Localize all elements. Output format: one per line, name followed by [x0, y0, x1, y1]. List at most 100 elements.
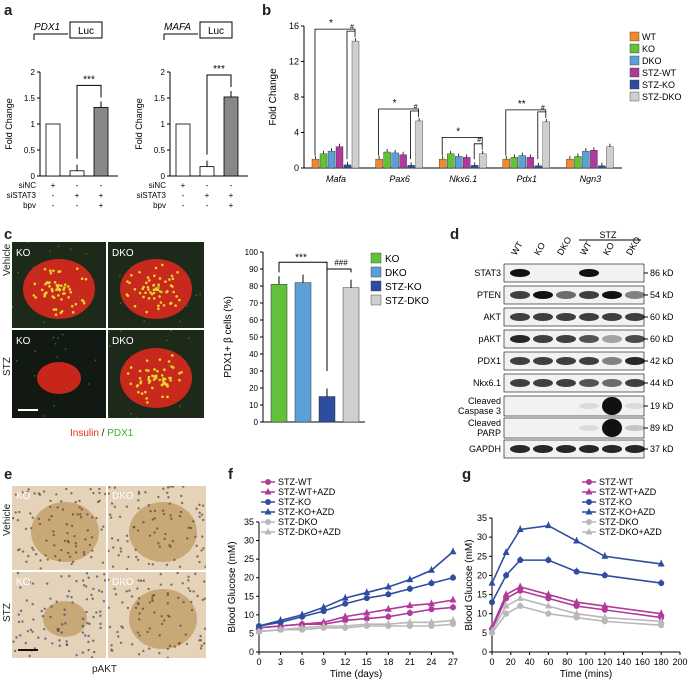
nucleus — [98, 487, 101, 491]
nucleus — [187, 587, 190, 590]
blot-band — [579, 445, 599, 453]
background-speck — [186, 305, 189, 307]
data-point — [517, 557, 524, 564]
micrograph-svg: KO — [11, 241, 95, 323]
row-value: + — [181, 181, 186, 190]
legend-label: STZ-KO — [385, 282, 422, 293]
pdx1-nucleus — [178, 298, 181, 302]
pdx1-nucleus — [52, 308, 56, 311]
nucleus — [98, 491, 101, 495]
nucleus — [158, 634, 161, 637]
legend-label: DKO — [385, 268, 407, 279]
bar — [590, 150, 598, 169]
panel-label-e: e — [4, 466, 13, 483]
nucleus — [80, 508, 84, 511]
data-point — [406, 601, 414, 609]
nucleus — [79, 515, 83, 519]
nucleus — [85, 610, 88, 614]
background-speck — [108, 331, 111, 333]
background-speck — [36, 272, 39, 274]
nucleus — [95, 611, 98, 614]
blot-band — [602, 313, 622, 321]
nucleus — [136, 587, 139, 590]
y-tick-label: 100 — [245, 248, 259, 257]
pdx1-nucleus — [145, 310, 149, 314]
blot-band — [625, 445, 645, 453]
blot-band — [602, 419, 622, 437]
bar — [335, 146, 344, 169]
x-tick-label: 140 — [616, 657, 631, 667]
nucleus — [148, 627, 151, 630]
nucleus — [17, 620, 21, 624]
data-point — [320, 603, 328, 610]
blot-band — [625, 379, 645, 387]
nucleus — [31, 582, 35, 585]
nucleus — [27, 488, 30, 491]
background-speck — [199, 293, 202, 296]
ihc-vehicle-ko: KO — [11, 486, 107, 570]
row-label: siSTAT3 — [7, 191, 37, 200]
blot-row-label: PTEN — [477, 290, 501, 300]
legend-swatch — [629, 91, 640, 102]
bar — [270, 284, 288, 423]
data-point — [428, 580, 435, 587]
nucleus — [169, 485, 172, 488]
lane-label: DKO — [624, 235, 642, 257]
data-point — [406, 585, 413, 592]
nucleus — [42, 490, 46, 493]
nucleus — [58, 644, 61, 647]
x-tick-label: 18 — [383, 657, 393, 667]
pdx1-nucleus — [158, 295, 161, 298]
nucleus — [18, 510, 21, 514]
category-label: Pax6 — [389, 174, 410, 184]
background-speck — [17, 271, 19, 274]
y-tick-label: 25 — [244, 554, 254, 564]
pdx1-nucleus — [159, 301, 163, 304]
pdx1-nucleus — [60, 298, 63, 301]
y-tick-label: 30 — [249, 367, 258, 376]
sig-hash: # — [541, 105, 545, 112]
legend-label: KO — [642, 44, 655, 54]
nucleus — [45, 539, 48, 542]
row-value: - — [182, 191, 185, 200]
background-speck — [107, 415, 110, 418]
micrograph-vehicle-ko: KO — [11, 241, 106, 328]
islet — [31, 502, 99, 562]
pdx1-nucleus — [49, 269, 52, 272]
nucleus — [110, 644, 113, 647]
nucleus — [60, 549, 63, 552]
pdx1-nucleus — [75, 267, 79, 270]
data-point — [545, 557, 552, 564]
bar — [438, 158, 447, 169]
y-tick-label: 0.5 — [24, 146, 36, 155]
nucleus — [37, 517, 41, 521]
pdx1-nucleus — [161, 395, 164, 399]
nucleus — [160, 622, 164, 626]
nucleus — [119, 547, 122, 550]
lane-label: DKO — [555, 235, 573, 257]
data-point — [255, 627, 263, 635]
background-speck — [49, 250, 51, 253]
panel-label-f: f — [228, 466, 233, 483]
nucleus — [12, 640, 15, 643]
row-value: - — [76, 181, 79, 190]
data-point — [516, 594, 524, 601]
nucleus — [201, 535, 204, 538]
y-axis-label: Fold Change — [134, 98, 144, 150]
pdx1-nucleus — [155, 287, 158, 290]
data-point — [601, 572, 608, 579]
pdx1-nucleus — [172, 290, 176, 294]
pdx1-nucleus — [145, 368, 148, 372]
nucleus — [113, 505, 117, 509]
row-value: + — [51, 181, 56, 190]
data-point — [601, 552, 609, 559]
nucleus — [87, 634, 90, 638]
nucleus — [28, 654, 31, 658]
pdx1-nucleus — [52, 269, 55, 273]
data-point — [657, 617, 665, 624]
legend-label: STZ-WT+AZD — [599, 487, 657, 497]
pdx1-nucleus — [50, 288, 54, 292]
nucleus — [87, 640, 90, 644]
nucleus — [130, 643, 134, 646]
nucleus — [90, 536, 94, 539]
